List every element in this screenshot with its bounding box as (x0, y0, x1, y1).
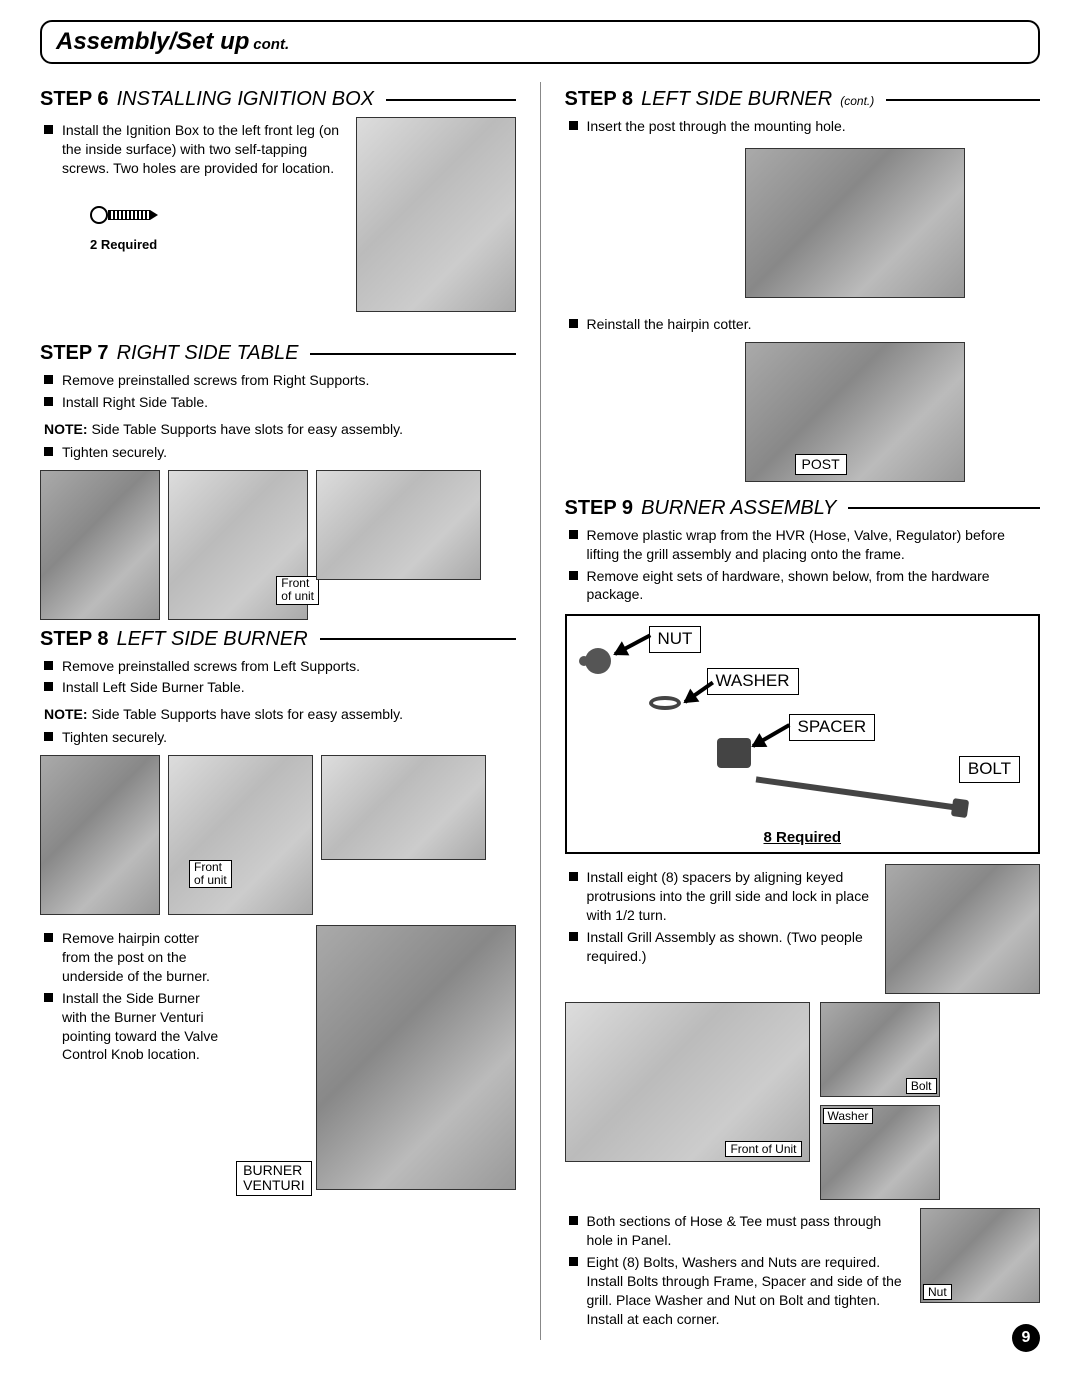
step8-bullets-c: Remove hairpin cotter from the post on t… (44, 929, 222, 1067)
step8c-num: STEP 8 (565, 88, 634, 111)
list-item: Install Right Side Table. (44, 393, 516, 412)
step9-heading: STEP 9 BURNER ASSEMBLY (565, 497, 1041, 520)
left-column: STEP 6 INSTALLING IGNITION BOX Install t… (40, 82, 516, 1340)
step7-note: NOTE: Side Table Supports have slots for… (44, 420, 516, 439)
arrow-icon (752, 724, 790, 748)
heading-rule (386, 99, 515, 101)
list-item: Insert the post through the mounting hol… (569, 117, 1041, 136)
figure (40, 755, 160, 915)
step9-bullets-c: Both sections of Hose & Tee must pass th… (569, 1212, 911, 1331)
list-item: Remove plastic wrap from the HVR (Hose, … (569, 526, 1041, 564)
step8c-cont: (cont.) (840, 94, 874, 108)
figure (745, 148, 965, 298)
step8-note: NOTE: Side Table Supports have slots for… (44, 705, 516, 724)
figure (745, 342, 965, 482)
step6-bullets: Install the Ignition Box to the left fro… (44, 121, 344, 178)
washer-detail-figure: Washer (820, 1105, 940, 1200)
step6-title: INSTALLING IGNITION BOX (117, 88, 374, 111)
list-item: Install eight (8) spacers by aligning ke… (569, 868, 874, 925)
step8-heading: STEP 8 LEFT SIDE BURNER (40, 628, 516, 651)
hw-required: 8 Required (567, 829, 1039, 846)
nut-label: Nut (923, 1284, 952, 1300)
front-of-unit-label: Frontof unit (276, 576, 319, 604)
front-of-unit-label: Frontof unit (189, 860, 232, 888)
step7-bullets-a: Remove preinstalled screws from Right Su… (44, 371, 516, 412)
list-item: Install the Ignition Box to the left fro… (44, 121, 344, 178)
figure (316, 925, 516, 1190)
step8-num: STEP 8 (40, 628, 109, 651)
step8-title: LEFT SIDE BURNER (117, 628, 308, 651)
figure: Frontof unit (168, 755, 313, 915)
column-divider (540, 82, 541, 1340)
nut-detail-figure: Nut (920, 1208, 1040, 1303)
list-item: Remove preinstalled screws from Right Su… (44, 371, 516, 390)
bolt-label: Bolt (906, 1078, 937, 1094)
bolt-detail-figure: Bolt (820, 1002, 940, 1097)
step6-required: 2 Required (90, 237, 344, 252)
step7-figures: Frontof unit (40, 470, 516, 620)
step8-figures: Frontof unit (40, 755, 516, 915)
right-column: STEP 8 LEFT SIDE BURNER (cont.) Insert t… (565, 82, 1041, 1340)
grill-front-figure (565, 1002, 810, 1162)
step9-num: STEP 9 (565, 497, 634, 520)
step8-bullets-b: Tighten securely. (44, 728, 516, 747)
list-item: Install Grill Assembly as shown. (Two pe… (569, 928, 874, 966)
screw-icon (90, 204, 160, 226)
figure (316, 470, 481, 580)
front-of-unit-label: Front of Unit (725, 1141, 801, 1157)
list-item: Install Left Side Burner Table. (44, 678, 516, 697)
figure: Frontof unit (168, 470, 308, 620)
bolt-label: BOLT (959, 756, 1020, 782)
step6-figure (356, 117, 516, 312)
step8c-title: LEFT SIDE BURNER (641, 88, 832, 111)
step7-title: RIGHT SIDE TABLE (117, 342, 299, 365)
list-item: Both sections of Hose & Tee must pass th… (569, 1212, 911, 1250)
spacer-label: SPACER (789, 714, 876, 740)
spacer-shape (717, 738, 751, 768)
step7-num: STEP 7 (40, 342, 109, 365)
heading-rule (886, 99, 1040, 101)
step8-bullets-a: Remove preinstalled screws from Left Sup… (44, 657, 516, 698)
list-item: Install the Side Burner with the Burner … (44, 989, 222, 1065)
washer-label: WASHER (707, 668, 799, 694)
step7-heading: STEP 7 RIGHT SIDE TABLE (40, 342, 516, 365)
list-item: Remove preinstalled screws from Left Sup… (44, 657, 516, 676)
page-number: 9 (1012, 1324, 1040, 1352)
heading-rule (310, 353, 515, 355)
list-item: Eight (8) Bolts, Washers and Nuts are re… (569, 1253, 911, 1329)
step8c-heading: STEP 8 LEFT SIDE BURNER (cont.) (565, 88, 1041, 111)
post-label: POST (795, 454, 847, 475)
step9-title: BURNER ASSEMBLY (641, 497, 836, 520)
hardware-diagram: NUT WASHER SPACER BOLT 8 Required (565, 614, 1041, 854)
step9-bullets-b: Install eight (8) spacers by aligning ke… (569, 868, 874, 968)
step6-heading: STEP 6 INSTALLING IGNITION BOX (40, 88, 516, 111)
header-cont: cont. (253, 36, 289, 53)
arrow-icon (614, 634, 651, 656)
washer-label: Washer (823, 1108, 874, 1124)
step7-bullets-b: Tighten securely. (44, 443, 516, 462)
list-item: Remove eight sets of hardware, shown bel… (569, 567, 1041, 605)
figure (321, 755, 486, 860)
list-item: Remove hairpin cotter from the post on t… (44, 929, 222, 986)
list-item: Reinstall the hairpin cotter. (569, 315, 1041, 334)
two-column-layout: STEP 6 INSTALLING IGNITION BOX Install t… (40, 82, 1040, 1340)
bolt-shape (755, 777, 964, 812)
step6-num: STEP 6 (40, 88, 109, 111)
figure (885, 864, 1040, 994)
heading-rule (320, 638, 516, 640)
step8c-bullets-a: Insert the post through the mounting hol… (569, 117, 1041, 136)
header-title: Assembly/Set up (56, 28, 249, 55)
burner-venturi-label: BURNERVENTURI (236, 1161, 311, 1196)
step8c-bullets-b: Reinstall the hairpin cotter. (569, 315, 1041, 334)
figure (40, 470, 160, 620)
step9-bullets-a: Remove plastic wrap from the HVR (Hose, … (569, 526, 1041, 605)
washer-shape (649, 696, 681, 710)
nut-label: NUT (649, 626, 702, 652)
nut-shape (585, 648, 611, 674)
section-header: Assembly/Set up cont. (40, 20, 1040, 64)
heading-rule (848, 507, 1040, 509)
list-item: Tighten securely. (44, 443, 516, 462)
list-item: Tighten securely. (44, 728, 516, 747)
